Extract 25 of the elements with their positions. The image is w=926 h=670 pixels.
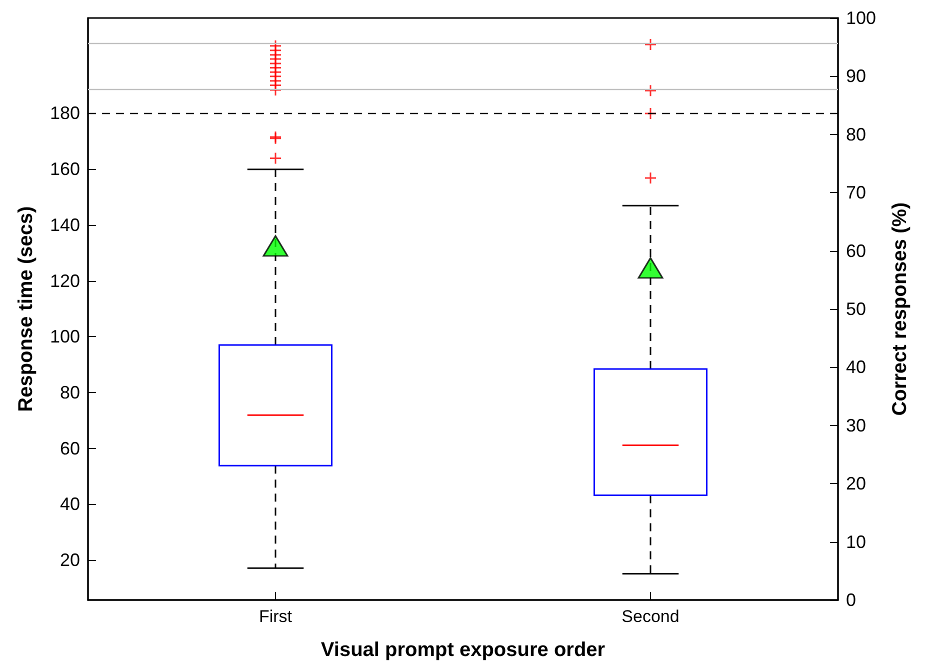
y2-tick-label: 100 xyxy=(846,8,876,28)
y2-tick-label: 90 xyxy=(846,66,866,86)
y-tick-label: 80 xyxy=(60,382,80,402)
y-tick-label: 140 xyxy=(50,214,80,235)
y2-tick-label: 0 xyxy=(846,590,856,610)
y2-tick-label: 60 xyxy=(846,240,866,261)
y-tick-label: 180 xyxy=(50,103,80,124)
y-tick-label: 120 xyxy=(50,270,80,291)
y-axis-title: Response time (secs) xyxy=(15,206,37,412)
y-tick-label: 20 xyxy=(60,550,80,570)
y-tick-label: 40 xyxy=(60,494,80,514)
y2-tick-label: 30 xyxy=(846,415,866,436)
y2-axis-title: Correct responses (%) xyxy=(889,202,911,416)
y2-tick-label: 20 xyxy=(846,474,866,494)
y2-tick-label: 70 xyxy=(846,182,866,203)
y-tick-label: 60 xyxy=(60,438,80,458)
y2-tick-label: 10 xyxy=(846,532,866,552)
y-tick-label: 160 xyxy=(50,159,80,180)
x-tick-label: Second xyxy=(622,607,680,626)
y2-tick-label: 40 xyxy=(846,357,866,378)
y2-tick-label: 50 xyxy=(846,299,866,319)
x-axis-title: Visual prompt exposure order xyxy=(320,639,606,661)
y2-tick-label: 80 xyxy=(846,124,866,144)
y-tick-label: 100 xyxy=(50,326,80,347)
x-tick-label: First xyxy=(258,607,292,626)
